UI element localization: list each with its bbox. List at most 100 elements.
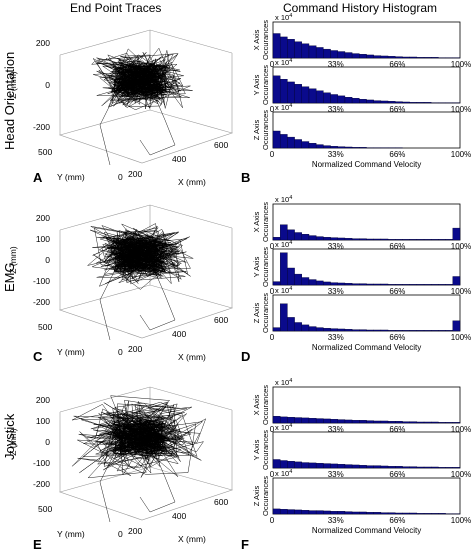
panel-letter-b: B [241,170,251,185]
histogram-bar [380,100,389,104]
trace-core [112,237,168,273]
histogram-bar [272,327,281,332]
histogram-bar [380,465,389,469]
y-axis-label: Occurances [261,476,270,516]
x-tick-label: 200 [128,344,142,354]
histogram-frame [272,477,461,515]
x-tick-label: 33% [328,287,344,296]
histogram-bar [344,283,353,286]
histogram-bar [337,511,346,515]
x-tick-label: 0 [270,470,275,479]
histogram-bar [308,418,317,424]
y-axis-label: Occurances [261,202,270,242]
histogram-bar [287,81,295,104]
z-axis-label: Z (mm) [8,246,18,274]
histogram-bar [351,420,360,424]
histogram-bar [452,422,461,424]
histogram-bar [373,238,382,241]
histogram-bar [315,327,324,332]
x-tick-label: 0 [270,425,275,434]
x-tick-label: 400 [172,154,186,164]
histogram-bar [416,513,425,515]
histogram-bar [287,509,295,515]
x-axis-label: X (mm) [178,534,206,544]
histogram-bar [287,317,295,332]
histogram-bar [301,43,310,59]
x-tick-label: 66% [389,287,405,296]
histogram-bar [351,464,360,469]
x-tick-label: 600 [214,315,228,325]
y-axis-label: Y (mm) [57,347,85,357]
multiplier-label: x 104 [275,58,292,67]
y-axis-label: Occurances [261,385,270,425]
histogram-bar [423,239,432,241]
histogram-bar [395,101,403,104]
x-tick-label: 100% [451,150,471,159]
histogram-bar [431,284,439,286]
histogram-bar [366,512,374,515]
x-tick-label: 0 [270,105,275,114]
histogram-bar [387,466,396,469]
histogram-bar [301,234,310,241]
histogram-bar [395,239,403,241]
trace-outlier [139,259,176,331]
histogram-bar [416,57,425,59]
x-tick-label: 0 [270,516,275,525]
histogram-bar [344,146,353,149]
x-tick-label: 33% [328,425,344,434]
histogram-bar [272,508,281,515]
histogram-bar [279,134,288,149]
histogram-bar [359,329,367,332]
y-axis-label: Y Axis [252,74,261,95]
histogram-bar [323,418,331,424]
y-axis-label: Z Axis [252,120,261,141]
histogram-bar [402,421,410,424]
histogram-bar [337,146,346,149]
histogram-bar [301,86,310,104]
histogram-bar [315,463,324,469]
x-tick-label: 400 [172,511,186,521]
z-tick-label: -100 [33,276,50,286]
histogram-bar [423,421,432,424]
histogram-bar [366,283,374,286]
z-axis-label: Z (mm) [8,71,18,99]
histogram-bar [308,45,317,59]
panel-letter-e: E [33,537,42,552]
histogram-bar [337,419,346,424]
histogram-bar [294,84,302,104]
histogram-bar [373,512,382,515]
histogram-bar [373,100,382,104]
histogram-bar [409,102,418,104]
z-axis-label: Z (mm) [8,428,18,456]
histogram-bar [416,102,425,104]
multiplier-label: x 104 [275,423,292,432]
histogram-bar [366,54,374,59]
histogram-bar [431,330,439,332]
z-tick-label: 100 [36,416,50,426]
trace-top-edge [59,204,233,231]
histogram-bar [337,95,346,104]
trace-lines [71,395,207,523]
x-tick-label: 66% [389,105,405,114]
panel-letter-d: D [241,349,251,364]
y-tick-label: 500 [38,322,52,332]
histogram-bar [395,466,403,469]
histogram-bar [423,330,432,332]
histogram-bar [323,328,331,332]
histogram-bar [380,420,389,424]
histogram-bar [308,279,317,286]
histogram-bar [308,88,317,104]
histogram-bar [395,56,403,59]
histogram-bar [351,98,360,104]
multiplier-label: x 104 [275,195,292,204]
x-tick-label: 33% [328,60,344,69]
histogram-bar [452,227,461,241]
x-tick-label: 100% [451,287,471,296]
histogram-bar [279,460,288,469]
histogram-bar [373,283,382,286]
histogram-bar [337,282,346,286]
histogram-bar [438,467,446,469]
histogram-bar [416,284,425,286]
